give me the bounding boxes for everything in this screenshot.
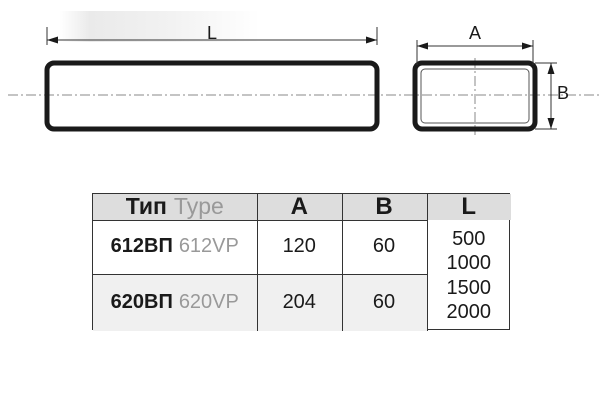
svg-text:B: B — [557, 83, 569, 103]
svg-text:A: A — [469, 23, 481, 43]
svg-text:L: L — [207, 23, 217, 43]
